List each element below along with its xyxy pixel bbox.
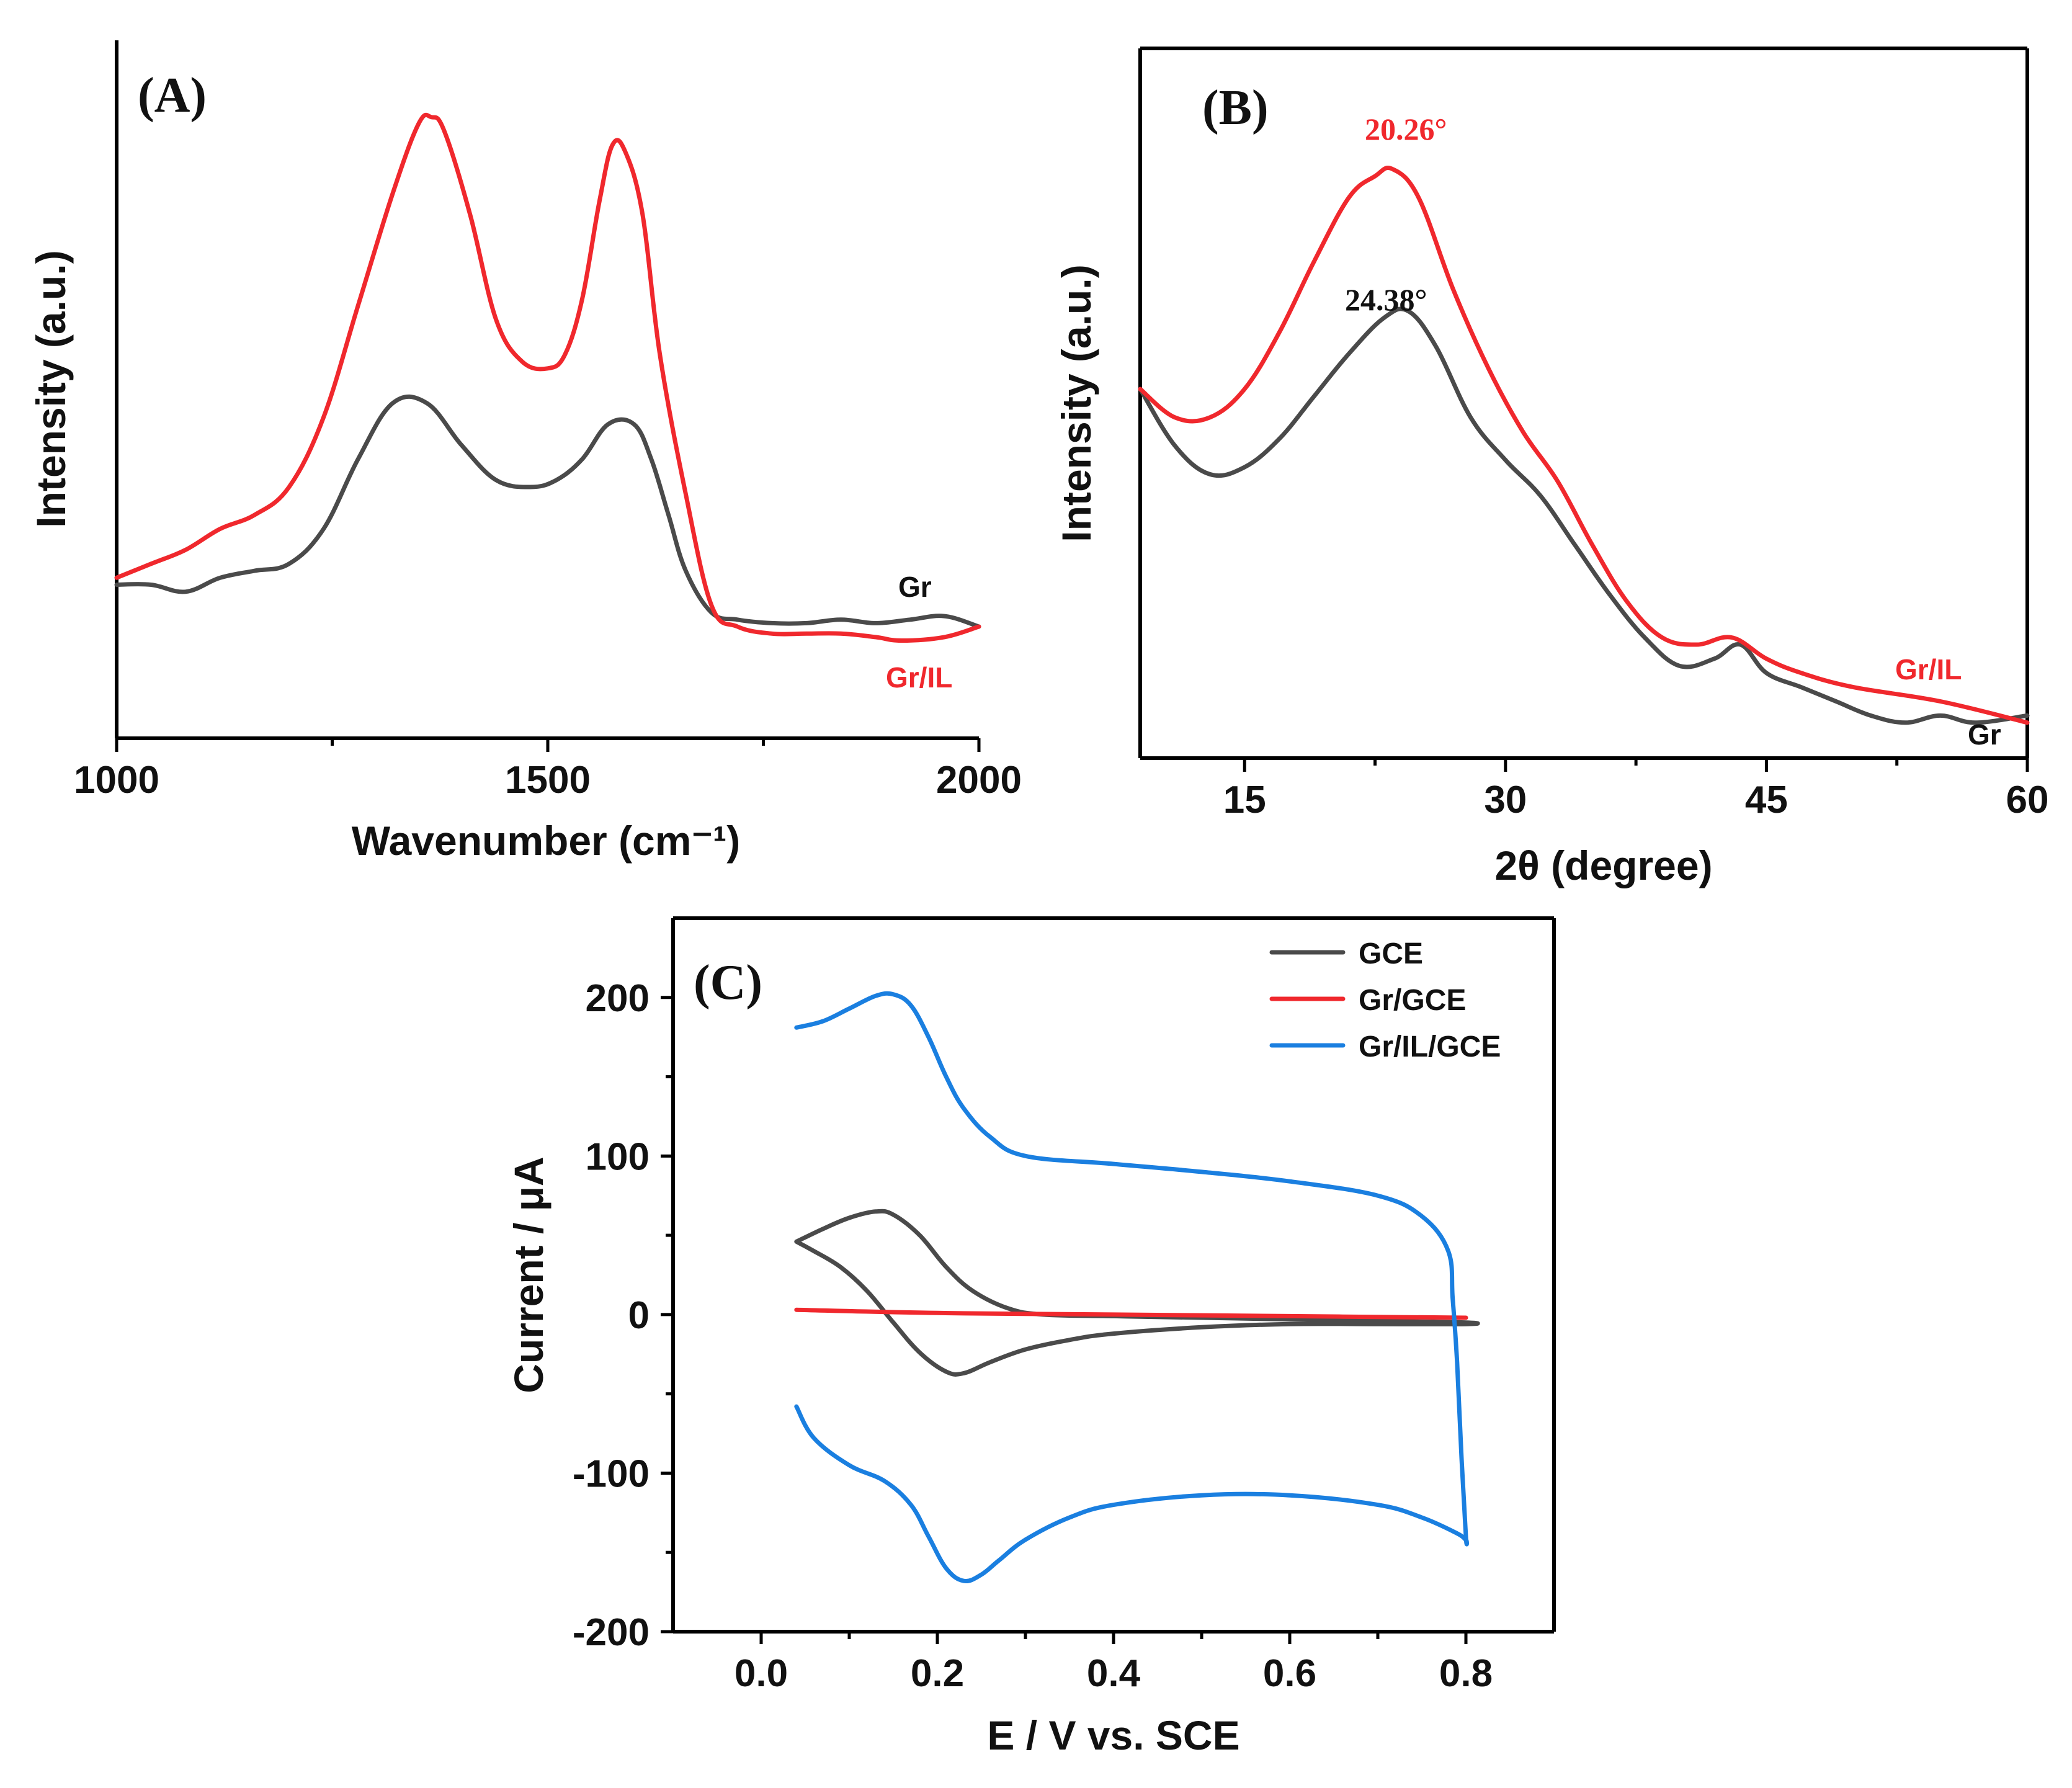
panel-c-y-tick-label: 100 [586,1135,650,1178]
panel-a-x-tick-label: 1000 [74,759,159,802]
panel-a-series-gr [114,394,981,629]
panel-c-y-tick-label: 200 [586,977,650,1020]
panel-b: 15 30 45 60 (B) 2θ (degree) Intensity (a.u.… [1053,47,2049,888]
panel-a-series-label-gr-il: Gr/IL [886,661,952,694]
panel-a-tick-label-group: 1000 1500 2000 [74,759,1022,802]
panel-b-y-title: Intensity (a.u.) [1053,264,1099,542]
panel-c-series-gr-il-gce [794,991,1469,1584]
panel-b-series-gr [1138,306,2030,725]
panel-b-peak-label-red: 20.26° [1365,112,1447,146]
panel-b-series-label-gr-il: Gr/IL [1895,653,1962,686]
panel-c-series-gce [794,1209,1480,1377]
panel-b-series-gr-il [1138,166,2030,725]
panel-a-y-title: Intensity (a.u.) [28,250,74,527]
panel-a-x-tick-label: 2000 [936,759,1022,802]
panel-c-x-tick-label: 0.4 [1087,1652,1141,1695]
panel-c-x-tick-label: 0.2 [911,1652,964,1695]
panel-b-curves [1138,166,2030,725]
panel-a-x-tick-label: 1500 [505,759,591,802]
panel-b-x-tick-label: 60 [2006,779,2049,821]
panel-a-label: (A) [138,68,207,123]
panel-a-x-title: Wavenumber (cm⁻¹) [352,818,740,864]
panel-b-x-title: 2θ (degree) [1494,843,1712,888]
panel-c-curves [794,991,1480,1584]
panel-b-tick-group [1243,758,2029,772]
panel-c-y-tick-label: -200 [573,1611,650,1654]
panel-b-tick-label-group: 15 30 45 60 [1223,779,2049,821]
panel-b-x-tick-label: 45 [1745,779,1788,821]
panel-c-y-tick-label: -100 [573,1452,650,1495]
panel-c-tick-group [661,996,1468,1644]
panel-c-x-tick-label: 0.8 [1439,1652,1493,1695]
panel-b-x-tick-label: 30 [1484,779,1527,821]
panel-c-label: (C) [694,955,762,1010]
panel-c-legend: GCE Gr/GCE Gr/IL/GCE [1269,937,1501,1063]
legend-label-gr-il-gce: Gr/IL/GCE [1359,1030,1501,1063]
panel-c-x-tick-label: 0.0 [735,1652,788,1695]
legend-label-gr-gce: Gr/GCE [1359,984,1466,1017]
panel-b-label: (B) [1202,81,1269,135]
panel-a-series-label-gr: Gr [898,571,932,603]
panel-c: 0.0 0.2 0.4 0.6 0.8 200 100 0 -100 -200 (C) E / V… [506,916,1556,1758]
panel-c-series-gr-gce [794,1307,1468,1320]
panel-b-peak-label-gray: 24.38° [1345,282,1427,317]
panel-a-series-gr-il [114,112,981,643]
panel-c-tick-label-group: 0.0 0.2 0.4 0.6 0.8 200 100 0 -100 -200 [573,977,1493,1695]
panel-a: 1000 1500 2000 (A) Wavenumber (cm⁻¹) Inten… [28,40,1022,864]
panel-c-x-tick-label: 0.6 [1263,1652,1316,1695]
panel-c-x-title: E / V vs. SCE [987,1712,1239,1758]
legend-label-gce: GCE [1359,937,1423,970]
panel-a-tick-group [115,738,981,752]
panel-c-y-title: Current / μA [506,1156,551,1393]
panel-b-x-tick-label: 15 [1223,779,1266,821]
panel-a-curves [114,112,981,643]
panel-c-y-tick-label: 0 [628,1294,650,1337]
panel-b-series-label-gr: Gr [1968,718,2001,751]
